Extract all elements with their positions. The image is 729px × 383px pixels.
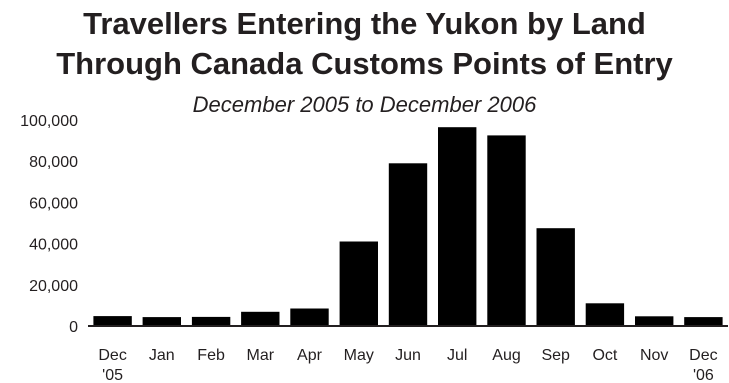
bar-4 (290, 308, 329, 326)
chart-title: Travellers Entering the Yukon by Land Th… (0, 4, 729, 84)
x-tick-labels: Dec '05 Jan Feb Mar Apr May Jun Jul Aug Sep Oct Nov D… (98, 347, 717, 383)
x-tick-label-8: Aug (492, 347, 520, 364)
y-tick-label-2: 40,000 (29, 237, 78, 254)
x-tick-label-0-line2: '05 (102, 367, 123, 383)
bar-8 (487, 135, 526, 326)
y-tick-label-3: 60,000 (29, 195, 78, 212)
x-tick-label-12: Dec (689, 347, 717, 364)
x-tick-label-5: May (344, 347, 374, 364)
bar-9 (536, 228, 575, 326)
bar-3 (241, 311, 280, 326)
bar-2 (191, 316, 231, 326)
x-tick-label-11: Nov (640, 347, 668, 364)
y-tick-label-1: 20,000 (29, 278, 78, 295)
x-tick-label-7: Jul (447, 347, 467, 364)
x-tick-label-3: Mar (247, 347, 275, 364)
bar-12 (684, 317, 723, 326)
bar-10 (585, 303, 625, 326)
y-tick-label-5: 100,000 (20, 113, 78, 130)
x-tick-label-0: Dec (98, 347, 126, 364)
bar-6 (388, 163, 428, 326)
y-tick-label-4: 80,000 (29, 154, 78, 171)
y-tick-label-0: 0 (69, 319, 78, 336)
x-tick-label-10: Oct (592, 347, 617, 364)
bars-group (93, 127, 723, 326)
chart-title-line-2: Through Canada Customs Points of Entry (56, 46, 673, 81)
x-tick-label-1: Jan (149, 347, 175, 364)
bar-1 (142, 317, 181, 326)
x-tick-label-2: Feb (197, 347, 225, 364)
bar-7 (438, 127, 477, 326)
x-tick-label-4: Apr (297, 347, 323, 364)
bar-5 (339, 241, 378, 326)
bar-0 (93, 316, 132, 326)
x-tick-label-6: Jun (395, 347, 421, 364)
chart-title-line-1: Travellers Entering the Yukon by Land (83, 6, 646, 41)
x-tick-label-12-line2: '06 (693, 367, 714, 383)
x-tick-label-9: Sep (541, 347, 570, 364)
y-tick-labels: 0 20,000 40,000 60,000 80,000 100,000 (20, 113, 78, 336)
chart-subtitle: December 2005 to December 2006 (192, 92, 537, 117)
bar-11 (635, 316, 674, 326)
